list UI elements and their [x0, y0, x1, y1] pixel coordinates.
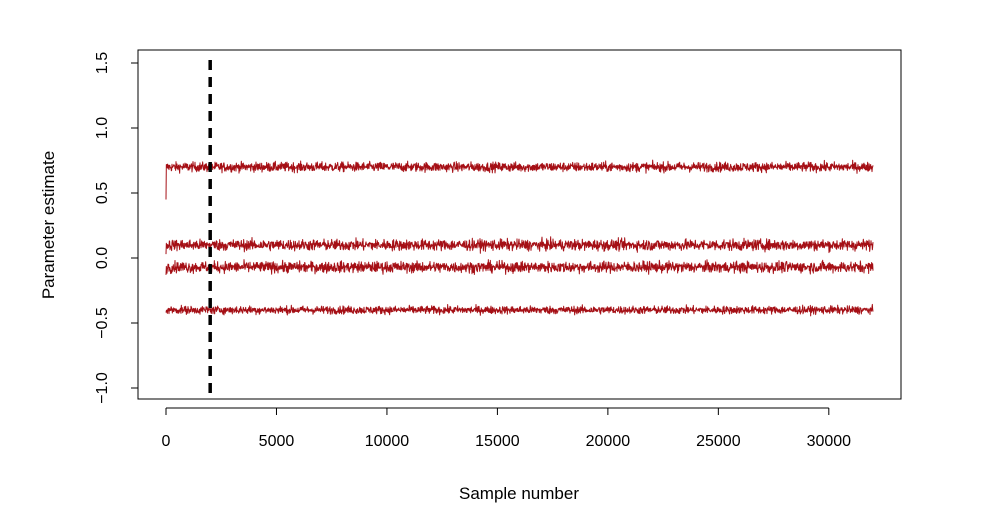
trace-series-4 — [165, 303, 874, 317]
x-axis: 0 5000 10000 15000 20000 25000 30000 — [162, 407, 852, 450]
y-axis: −1.0 −0.5 0.0 0.5 1.0 1.5 — [94, 52, 139, 404]
x-tick-label: 10000 — [365, 433, 410, 450]
x-tick-label: 25000 — [696, 433, 741, 450]
x-tick-label: 0 — [162, 433, 171, 450]
y-tick-label: −1.0 — [94, 372, 111, 404]
x-tick-label: 30000 — [807, 433, 852, 450]
y-tick-label: 1.5 — [94, 52, 111, 74]
y-axis-title: Parameter estimate — [39, 151, 58, 299]
y-tick-label: 0.5 — [94, 182, 111, 204]
y-tick-label: 0.0 — [94, 247, 111, 269]
y-tick-label: 1.0 — [94, 117, 111, 139]
x-tick-label: 5000 — [259, 433, 295, 450]
series-layer — [165, 159, 874, 317]
trace-series-3 — [165, 259, 874, 275]
trace-series-2 — [165, 236, 874, 255]
plot-frame — [137, 49, 902, 400]
x-tick-label: 15000 — [475, 433, 520, 450]
x-axis-title: Sample number — [459, 484, 579, 503]
y-tick-label: −0.5 — [94, 307, 111, 339]
trace-series-1 — [165, 159, 874, 200]
x-tick-label: 20000 — [586, 433, 631, 450]
